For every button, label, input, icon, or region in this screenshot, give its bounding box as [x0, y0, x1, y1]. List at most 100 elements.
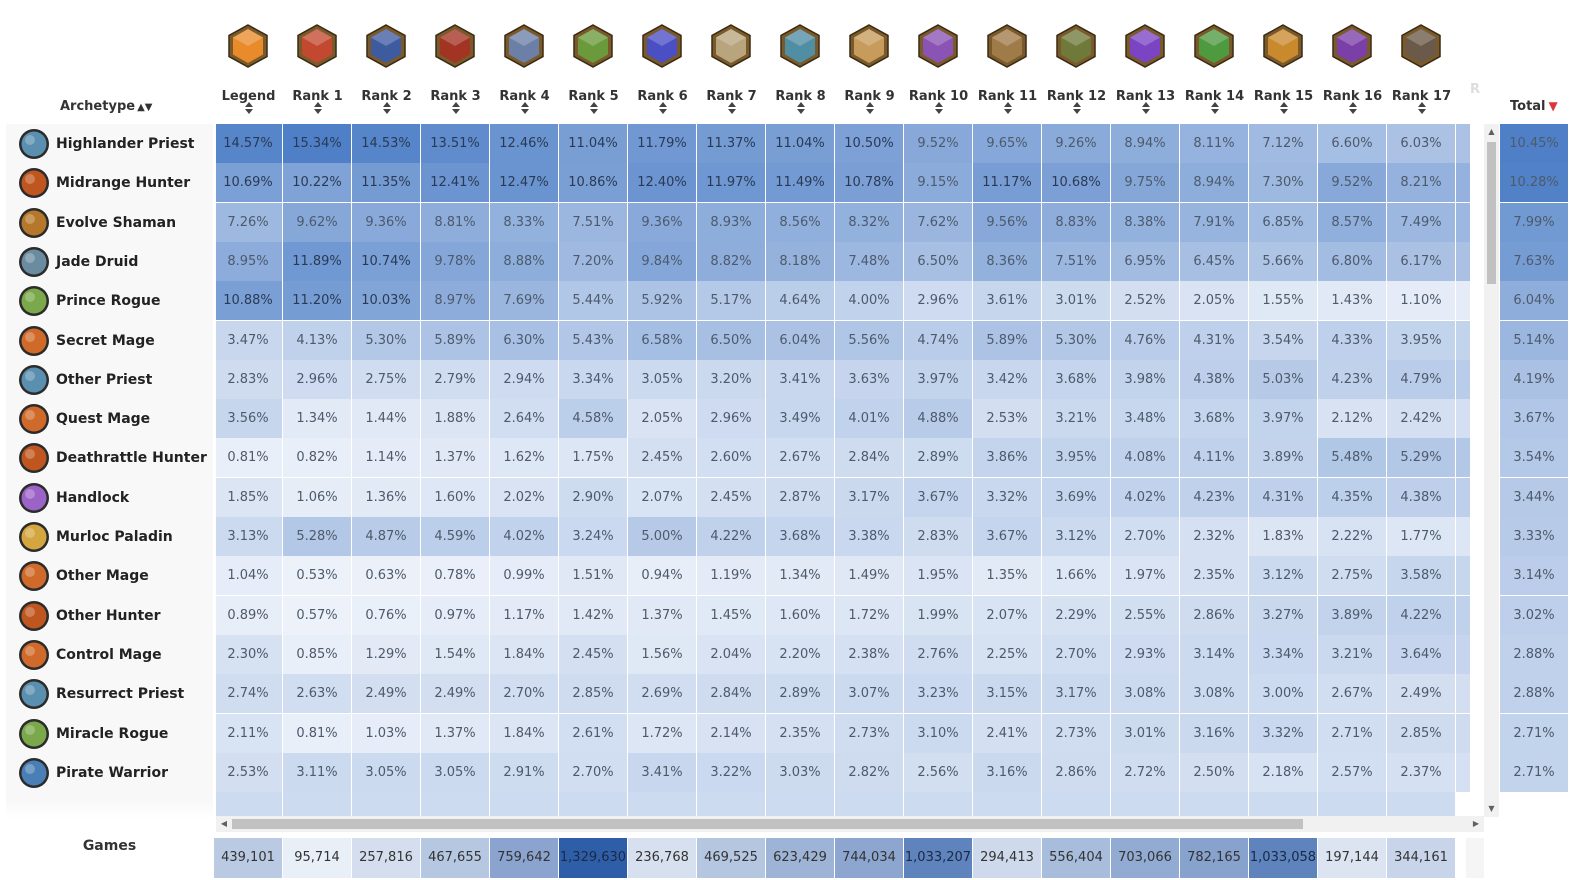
grid-cell[interactable]: 4.01% — [835, 399, 903, 439]
rank-header-label[interactable]: Rank 3 — [430, 89, 481, 104]
grid-cell[interactable]: 3.16% — [973, 752, 1041, 792]
grid-cell[interactable]: 10.78% — [835, 163, 903, 203]
grid-cell[interactable]: 5.48% — [1318, 438, 1386, 478]
grid-cell[interactable]: 2.25% — [973, 634, 1041, 674]
grid-cell[interactable]: 5.00% — [628, 517, 696, 556]
grid-cell[interactable]: 3.69% — [1042, 477, 1110, 517]
rank-header-label[interactable]: Rank 16 — [1322, 89, 1383, 104]
grid-cell[interactable]: 15.34% — [283, 124, 351, 163]
grid-cell[interactable]: 0.76% — [352, 595, 420, 635]
grid-cell[interactable]: 1.34% — [766, 556, 834, 596]
grid-cell[interactable]: 3.67% — [904, 477, 972, 517]
archetype-row[interactable]: Miracle Rogue — [6, 714, 213, 754]
sort-arrows-icon[interactable] — [697, 102, 766, 114]
grid-cell[interactable]: 2.75% — [352, 359, 420, 399]
grid-cell[interactable]: 3.97% — [1249, 399, 1317, 439]
grid-cell[interactable]: 5.28% — [283, 517, 351, 556]
grid-cell[interactable]: 6.58% — [628, 320, 696, 360]
grid-cell[interactable]: 4.79% — [1387, 359, 1455, 399]
grid-cell[interactable]: 1.77% — [1387, 517, 1455, 556]
grid-cell[interactable]: 1.36% — [352, 477, 420, 517]
grid-cell[interactable]: 2.57% — [1318, 752, 1386, 792]
total-cell[interactable]: 7.99% — [1500, 202, 1568, 242]
grid-cell[interactable]: 3.68% — [1042, 359, 1110, 399]
grid-cell[interactable]: 2.70% — [1042, 634, 1110, 674]
grid-cell[interactable]: 2.32% — [1180, 517, 1248, 556]
total-cell[interactable]: 3.54% — [1500, 438, 1568, 478]
grid-cell[interactable]: 2.07% — [628, 477, 696, 517]
total-cell[interactable]: 10.28% — [1500, 163, 1568, 203]
grid-cell[interactable]: 0.97% — [421, 595, 489, 635]
grid-cell[interactable]: 2.71% — [1318, 713, 1386, 753]
grid-cell[interactable]: 2.74% — [216, 674, 282, 714]
grid-cell[interactable]: 1.88% — [421, 399, 489, 439]
grid-cell[interactable]: 9.36% — [628, 202, 696, 242]
grid-cell[interactable]: 10.69% — [216, 163, 282, 203]
grid-cell[interactable]: 12.40% — [628, 163, 696, 203]
grid-cell[interactable]: 2.69% — [628, 674, 696, 714]
grid-cell[interactable]: 1.03% — [352, 713, 420, 753]
sort-arrows-icon[interactable] — [352, 102, 421, 114]
grid-cell[interactable]: 2.73% — [835, 713, 903, 753]
grid-cell[interactable]: 6.80% — [1318, 241, 1386, 281]
grid-cell[interactable]: 2.79% — [421, 359, 489, 399]
grid-cell[interactable]: 1.75% — [559, 438, 627, 478]
grid-cell[interactable]: 11.35% — [352, 163, 420, 203]
sort-arrows-icon[interactable] — [1042, 102, 1111, 114]
grid-cell[interactable]: 2.67% — [766, 438, 834, 478]
grid-cell[interactable]: 5.30% — [352, 320, 420, 360]
grid-cell[interactable]: 0.81% — [216, 438, 282, 478]
grid-cell[interactable]: 3.16% — [1180, 713, 1248, 753]
grid-cell[interactable]: 1.45% — [697, 595, 765, 635]
grid-cell[interactable]: 2.50% — [1180, 752, 1248, 792]
grid-cell[interactable]: 14.57% — [216, 124, 282, 163]
grid-cell[interactable]: 2.85% — [1387, 713, 1455, 753]
total-cell[interactable]: 3.14% — [1500, 556, 1568, 596]
grid-cell[interactable]: 5.56% — [835, 320, 903, 360]
grid-cell[interactable]: 2.90% — [559, 477, 627, 517]
grid-cell[interactable]: 2.04% — [697, 634, 765, 674]
grid-cell[interactable]: 7.69% — [490, 281, 558, 321]
grid-cell[interactable]: 4.22% — [1387, 595, 1455, 635]
grid-cell[interactable]: 7.51% — [1042, 241, 1110, 281]
grid-cell[interactable]: 12.47% — [490, 163, 558, 203]
grid-cell[interactable]: 2.67% — [1318, 674, 1386, 714]
grid-cell[interactable]: 2.55% — [1111, 595, 1179, 635]
total-cell[interactable]: 3.33% — [1500, 517, 1568, 556]
grid-cell[interactable]: 1.72% — [628, 713, 696, 753]
grid-cell[interactable]: 2.84% — [835, 438, 903, 478]
rank-header-label[interactable]: Rank 12 — [1046, 89, 1107, 104]
rank-header-label[interactable]: Rank 14 — [1184, 89, 1245, 104]
grid-cell[interactable]: 5.29% — [1387, 438, 1455, 478]
grid-cell[interactable]: 8.38% — [1111, 202, 1179, 242]
grid-cell[interactable]: 7.12% — [1249, 124, 1317, 163]
grid-cell[interactable]: 7.49% — [1387, 202, 1455, 242]
grid-cell[interactable]: 1.66% — [1042, 556, 1110, 596]
grid-cell[interactable]: 2.63% — [283, 674, 351, 714]
grid-cell[interactable]: 4.38% — [1180, 359, 1248, 399]
grid-cell[interactable]: 3.63% — [835, 359, 903, 399]
total-cell[interactable]: 3.02% — [1500, 595, 1568, 635]
grid-cell[interactable]: 2.70% — [559, 752, 627, 792]
grid-cell[interactable]: 7.91% — [1180, 202, 1248, 242]
scroll-up-icon[interactable]: ▲ — [1488, 127, 1495, 136]
grid-cell[interactable]: 3.61% — [973, 281, 1041, 321]
grid-cell[interactable]: 1.43% — [1318, 281, 1386, 321]
grid-cell[interactable]: 3.05% — [628, 359, 696, 399]
grid-cell[interactable]: 0.78% — [421, 556, 489, 596]
grid-cell[interactable]: 1.60% — [766, 595, 834, 635]
grid-cell[interactable]: 1.14% — [352, 438, 420, 478]
total-cell[interactable]: 6.04% — [1500, 281, 1568, 321]
grid-cell[interactable]: 2.75% — [1318, 556, 1386, 596]
grid-cell[interactable]: 2.86% — [1042, 752, 1110, 792]
grid-cell[interactable]: 3.41% — [766, 359, 834, 399]
scroll-right-icon[interactable]: ▶ — [1472, 819, 1480, 828]
grid-cell[interactable]: 1.97% — [1111, 556, 1179, 596]
grid-cell[interactable]: 3.32% — [973, 477, 1041, 517]
grid-cell[interactable]: 3.23% — [904, 674, 972, 714]
grid-cell[interactable]: 3.49% — [766, 399, 834, 439]
grid-cell[interactable]: 2.30% — [216, 634, 282, 674]
grid-cell[interactable]: 9.65% — [973, 124, 1041, 163]
grid-cell[interactable]: 1.60% — [421, 477, 489, 517]
grid-cell[interactable]: 2.94% — [490, 359, 558, 399]
